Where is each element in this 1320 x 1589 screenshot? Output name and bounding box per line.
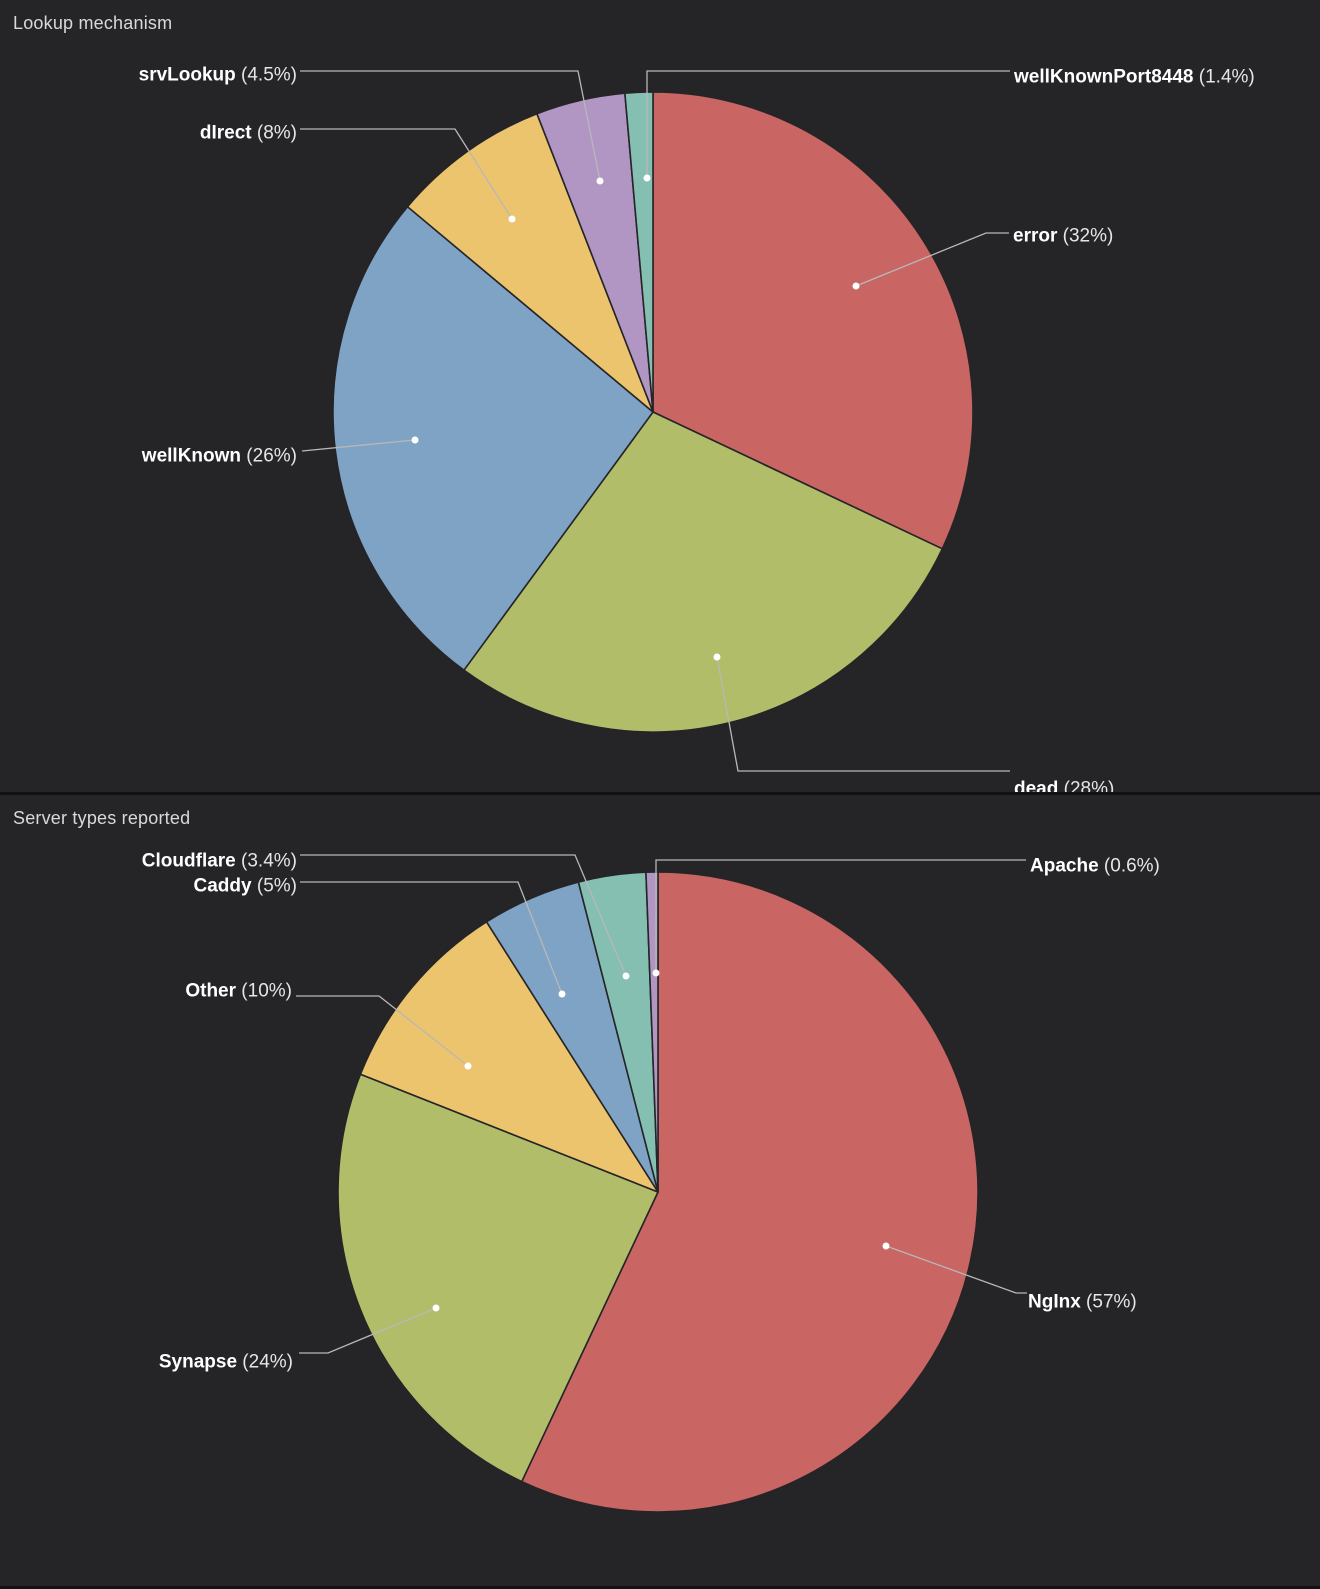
slice-name: Cloudflare <box>141 850 236 872</box>
callout-line-dIrect <box>300 128 513 220</box>
callout-dot-Caddy <box>558 990 566 998</box>
slice-label-Apache: Apache (0.6%) <box>1030 856 1160 877</box>
callout-line-wellKnown <box>301 439 416 452</box>
slice-percent: (4.5%) <box>235 64 297 86</box>
callout-dot-Synapse <box>432 1304 440 1312</box>
slice-percent: (8%) <box>251 122 297 144</box>
slice-name: error <box>1013 225 1058 247</box>
slice-name: dIrect <box>199 122 252 144</box>
slice-name: Apache <box>1030 855 1099 877</box>
callout-dot-error <box>852 282 860 290</box>
slice-percent: (0.6%) <box>1098 855 1160 877</box>
callout-dot-Other <box>464 1062 472 1070</box>
callout-line-Cloudflare <box>300 854 627 977</box>
callout-dot-dIrect <box>508 215 516 223</box>
slice-name: Other <box>185 980 237 1002</box>
callout-dot-Cloudflare <box>622 972 630 980</box>
panel-lookup-mechanism: Lookup mechanism error (32%) dead (28%) we… <box>0 0 1320 792</box>
callout-dot-wellKnown <box>411 436 419 444</box>
pie-chart-1 <box>296 854 1027 1513</box>
panel-title[interactable]: Server types reported <box>13 808 191 828</box>
callout-dot-Apache <box>652 969 660 977</box>
pie-slice-Apache[interactable] <box>645 871 659 1193</box>
pie-slice-error[interactable] <box>652 91 974 550</box>
pie-slice-Other[interactable] <box>359 921 659 1193</box>
slice-label-dIrect: dIrect (8%) <box>200 123 297 144</box>
callout-line-Synapse <box>299 1307 437 1354</box>
callout-line-NgInx <box>885 1245 1027 1294</box>
slice-label-Synapse: Synapse (24%) <box>159 1352 293 1373</box>
slice-percent: (1.4%) <box>1193 66 1255 88</box>
callout-dot-NgInx <box>882 1242 890 1250</box>
slice-name: Synapse <box>158 1351 238 1373</box>
slice-percent: (28%) <box>1058 778 1115 793</box>
slice-label-Caddy: Caddy (5%) <box>194 876 297 897</box>
slice-name: Caddy <box>193 875 252 897</box>
slice-name: srvLookup <box>138 64 236 86</box>
slice-percent: (5%) <box>251 875 297 897</box>
slice-label-wellKnown: wellKnown (26%) <box>142 446 297 467</box>
slice-name: wellKnownPort8448 <box>1014 66 1194 88</box>
slice-label-NgInx: NgInx (57%) <box>1028 1292 1137 1313</box>
pie-slice-wellKnown[interactable] <box>332 205 654 671</box>
slice-percent: (57%) <box>1080 1291 1137 1313</box>
pie-slice-dead[interactable] <box>463 411 944 733</box>
slice-label-srvLookup: srvLookup (4.5%) <box>139 65 297 86</box>
slice-label-Other: Other (10%) <box>185 981 292 1002</box>
panel-title[interactable]: Lookup mechanism <box>13 13 173 33</box>
slice-percent: (24%) <box>237 1351 293 1373</box>
callout-dot-srvLookup <box>596 177 604 185</box>
slice-percent: (10%) <box>236 980 292 1002</box>
callout-line-error <box>855 232 1009 287</box>
callout-dot-dead <box>713 653 721 661</box>
pie-chart-0 <box>300 70 1010 772</box>
callout-line-Caddy <box>300 881 563 995</box>
callout-dot-wellKnownPort8448 <box>643 174 651 182</box>
callout-line-Apache <box>655 859 1026 973</box>
slice-percent: (32%) <box>1057 225 1114 247</box>
pie-slice-Synapse[interactable] <box>337 1073 659 1483</box>
slice-label-wellKnownPort8448: wellKnownPort8448 (1.4%) <box>1014 67 1255 88</box>
slice-label-Cloudflare: Cloudflare (3.4%) <box>142 851 297 872</box>
pie-slice-NgInx[interactable] <box>520 871 979 1513</box>
slice-name: wellKnown <box>141 445 242 467</box>
pie-slice-wellKnownPort8448[interactable] <box>624 91 654 413</box>
slice-label-dead: dead (28%) <box>1014 779 1114 793</box>
slice-percent: (3.4%) <box>235 850 297 872</box>
slice-name: NgInx <box>1028 1291 1081 1313</box>
callout-line-dead <box>716 656 1010 772</box>
slice-percent: (26%) <box>241 445 297 467</box>
slice-label-error: error (32%) <box>1013 226 1113 247</box>
callout-line-Other <box>296 995 469 1067</box>
pie-slice-dIrect[interactable] <box>406 112 654 413</box>
callout-line-srvLookup <box>300 70 601 182</box>
slice-name: dead <box>1014 778 1059 793</box>
callout-line-wellKnownPort8448 <box>646 70 1010 178</box>
panel-server-types: Server types reported NgInx (57%) Synapse… <box>0 795 1320 1586</box>
